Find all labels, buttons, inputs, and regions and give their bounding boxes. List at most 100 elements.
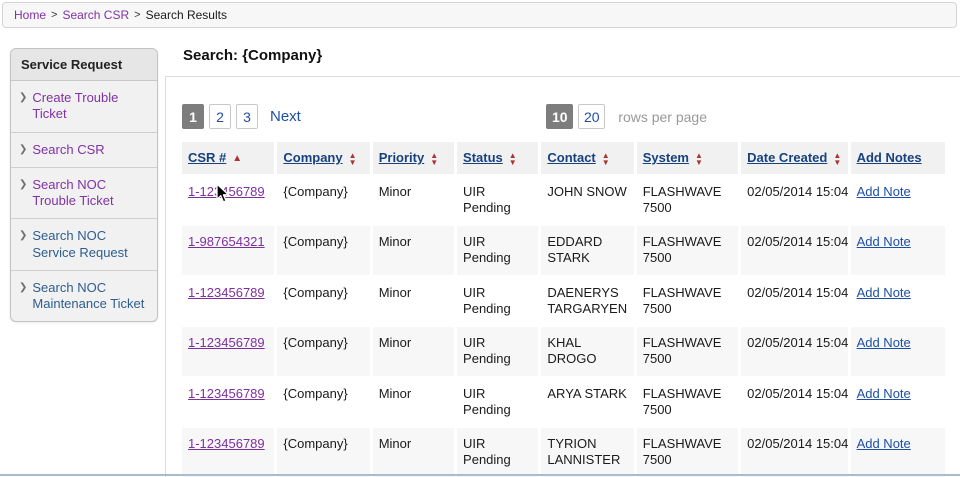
status-cell: UIR Pending — [457, 377, 539, 427]
contact-cell: TYRION LANNISTER — [541, 428, 634, 477]
system-cell: FLASHWAVE 7500 — [636, 377, 739, 427]
column-header-label: Contact — [547, 150, 596, 165]
status-cell: UIR Pending — [457, 327, 539, 376]
sidebar-title: Service Request — [11, 49, 157, 81]
sort-ascending-icon: ▲ — [232, 153, 243, 165]
status-cell: UIR Pending — [457, 175, 539, 225]
system-cell: FLASHWAVE 7500 — [636, 327, 739, 376]
contact-cell: ARYA STARK — [541, 377, 634, 427]
breadcrumb-current-page: Search Results — [145, 8, 227, 22]
chevron-right-icon: ❯ — [19, 230, 28, 242]
sort-icon: ▲ ▼ — [601, 150, 610, 167]
results-panel: 1 2 3 Next 10 20 rows per page — [165, 76, 960, 477]
sort-icon: ▲ ▼ — [833, 150, 842, 167]
priority-cell: Minor — [372, 175, 455, 225]
left-column: Service Request ❯ Create Trouble Ticket … — [0, 28, 165, 477]
priority-cell: Minor — [372, 327, 455, 376]
breadcrumb-search-csr-link[interactable]: Search CSR — [62, 8, 130, 22]
chevron-right-icon: ❯ — [19, 178, 28, 190]
contact-cell: EDDARD STARK — [541, 226, 634, 275]
date-created-cell: 02/05/2014 15:04 — [741, 428, 848, 477]
column-header-label: System — [642, 150, 689, 165]
company-cell: {Company} — [277, 377, 370, 427]
rows-per-page-label: rows per page — [618, 108, 707, 125]
sidebar-item-search-noc-service-request[interactable]: ❯ Search NOC Service Request — [11, 219, 157, 271]
column-header-label: Date Created — [747, 150, 828, 165]
add-note-link[interactable]: Add Note — [856, 183, 911, 199]
column-header-company[interactable]: Company ▲ ▼ — [277, 142, 370, 174]
status-cell: UIR Pending — [457, 428, 539, 477]
company-cell: {Company} — [277, 276, 370, 326]
rows-per-page-20-button[interactable]: 20 — [578, 104, 606, 129]
chevron-right-icon: ❯ — [19, 143, 28, 155]
column-header-system[interactable]: System ▲ ▼ — [636, 142, 739, 174]
next-page-link[interactable]: Next — [270, 108, 301, 125]
column-header-contact[interactable]: Contact ▲ ▼ — [541, 142, 634, 174]
column-header-add-notes: Add Notes — [850, 142, 945, 174]
status-cell: UIR Pending — [457, 276, 539, 326]
status-cell: UIR Pending — [457, 226, 539, 275]
window-bottom-edge — [0, 474, 960, 476]
sidebar-item-search-noc-trouble-ticket[interactable]: ❯ Search NOC Trouble Ticket — [11, 168, 157, 220]
table-row: 1-123456789 {Company} Minor UIR Pending … — [182, 327, 945, 376]
date-created-cell: 02/05/2014 15:04 — [741, 276, 848, 326]
column-header-label: Status — [463, 150, 503, 165]
csr-link[interactable]: 1-123456789 — [188, 183, 265, 199]
csr-link[interactable]: 1-123456789 — [188, 284, 265, 300]
contact-cell: DAENERYS TARGARYEN — [541, 276, 634, 326]
csr-link[interactable]: 1-123456789 — [188, 335, 265, 351]
rows-per-page-10-button[interactable]: 10 — [546, 104, 574, 129]
page-button-1[interactable]: 1 — [182, 104, 204, 129]
date-created-cell: 02/05/2014 15:04 — [741, 226, 848, 275]
column-header-csr[interactable]: CSR # ▲ — [182, 142, 275, 174]
pagination: 1 2 3 Next — [182, 104, 301, 129]
chevron-right-icon: ❯ — [19, 281, 28, 293]
sidebar-item-label: Search NOC Trouble Ticket — [32, 176, 114, 208]
system-cell: FLASHWAVE 7500 — [636, 226, 739, 275]
sort-icon: ▲ ▼ — [348, 150, 357, 167]
search-results-table: CSR # ▲ Company ▲ ▼ Priority ▲ ▼ Status ▲ ▼ Con — [179, 140, 948, 477]
page-body: Service Request ❯ Create Trouble Ticket … — [0, 28, 960, 477]
table-row: 1-123456789 {Company} Minor UIR Pending … — [182, 428, 945, 477]
column-header-priority[interactable]: Priority ▲ ▼ — [372, 142, 455, 174]
date-created-cell: 02/05/2014 15:04 — [741, 175, 848, 225]
column-header-date-created[interactable]: Date Created ▲ ▼ — [741, 142, 848, 174]
add-note-link[interactable]: Add Note — [856, 234, 911, 250]
add-note-link[interactable]: Add Note — [856, 385, 911, 401]
contact-cell: JOHN SNOW — [541, 175, 634, 225]
add-note-link[interactable]: Add Note — [856, 284, 911, 300]
sidebar-item-search-noc-maintenance-ticket[interactable]: ❯ Search NOC Maintenance Ticket — [11, 271, 157, 321]
system-cell: FLASHWAVE 7500 — [636, 428, 739, 477]
main-content: Search: {Company} 1 2 3 Next 10 20 rows … — [165, 28, 960, 477]
add-note-link[interactable]: Add Note — [856, 335, 911, 351]
page-button-2[interactable]: 2 — [209, 104, 231, 129]
sidebar-item-search-csr[interactable]: ❯ Search CSR — [11, 133, 157, 168]
sort-icon: ▲ ▼ — [430, 150, 439, 167]
company-cell: {Company} — [277, 226, 370, 275]
add-note-link[interactable]: Add Note — [856, 436, 911, 452]
sidebar-item-create-trouble-ticket[interactable]: ❯ Create Trouble Ticket — [11, 81, 157, 133]
breadcrumb-separator: > — [51, 9, 58, 21]
service-request-menu: Service Request ❯ Create Trouble Ticket … — [10, 48, 158, 323]
column-header-label: Company — [283, 150, 343, 165]
priority-cell: Minor — [372, 428, 455, 477]
csr-link[interactable]: 1-123456789 — [188, 436, 265, 452]
csr-link[interactable]: 1-123456789 — [188, 385, 265, 401]
column-header-label: Add Notes — [856, 150, 922, 166]
system-cell: FLASHWAVE 7500 — [636, 276, 739, 326]
breadcrumb-home-link[interactable]: Home — [14, 8, 47, 22]
column-header-label: Priority — [378, 150, 425, 165]
breadcrumb-separator: > — [134, 9, 141, 21]
csr-link[interactable]: 1-987654321 — [188, 234, 265, 250]
table-row: 1-987654321 {Company} Minor UIR Pending … — [182, 226, 945, 275]
date-created-cell: 02/05/2014 15:04 — [741, 377, 848, 427]
column-header-label: CSR # — [188, 150, 227, 166]
column-header-status[interactable]: Status ▲ ▼ — [457, 142, 539, 174]
table-header-row: CSR # ▲ Company ▲ ▼ Priority ▲ ▼ Status ▲ ▼ Con — [182, 142, 945, 174]
sidebar-item-label: Create Trouble Ticket — [32, 90, 119, 122]
sidebar-item-label: Search NOC Maintenance Ticket — [32, 279, 145, 311]
table-row: 1-123456789 {Company} Minor UIR Pending … — [182, 175, 945, 225]
page-button-3[interactable]: 3 — [236, 104, 258, 129]
date-created-cell: 02/05/2014 15:04 — [741, 327, 848, 376]
system-cell: FLASHWAVE 7500 — [636, 175, 739, 225]
